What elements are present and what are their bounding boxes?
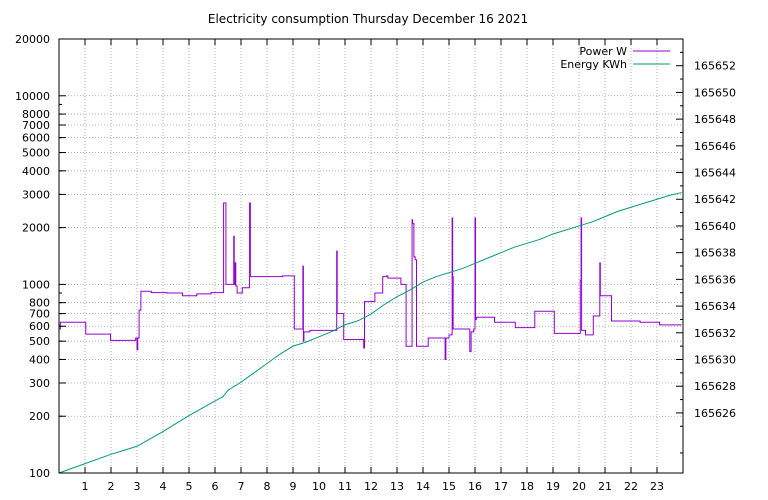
y-tick-label: 4000 — [22, 165, 50, 178]
y2-tick-label: 165640 — [694, 220, 736, 233]
grid-lines — [59, 38, 683, 474]
y2-tick-label: 165642 — [694, 193, 736, 206]
x-tick-label: 7 — [238, 480, 245, 493]
legend: Power W Energy KWh — [560, 45, 670, 71]
x-tick-label: 21 — [598, 480, 612, 493]
y-tick-label: 7000 — [22, 119, 50, 132]
y-tick-label: 3000 — [22, 188, 50, 201]
y-tick-label: 1000 — [22, 278, 50, 291]
x-tick-label: 4 — [160, 480, 167, 493]
y2-tick-label: 165644 — [694, 167, 736, 180]
x-tick-label: 1 — [82, 480, 89, 493]
x-tick-label: 6 — [212, 480, 219, 493]
y-tick-label: 20000 — [15, 33, 50, 46]
x-tick-label: 22 — [624, 480, 638, 493]
x-tick-label: 15 — [442, 480, 456, 493]
y-tick-label: 700 — [29, 308, 50, 321]
y2-tick-label: 165632 — [694, 327, 736, 340]
x-tick-label: 16 — [468, 480, 482, 493]
y2-tick-label: 165638 — [694, 247, 736, 260]
y-tick-label: 10000 — [15, 90, 50, 103]
x-tick-label: 20 — [572, 480, 586, 493]
y-tick-label: 5000 — [22, 147, 50, 160]
y2-tick-label: 165652 — [694, 60, 736, 73]
x-tick-label: 13 — [390, 480, 404, 493]
x-tick-label: 18 — [520, 480, 534, 493]
y-tick-label: 600 — [29, 320, 50, 333]
legend-label-energy: Energy KWh — [560, 58, 627, 71]
y-tick-label: 800 — [29, 297, 50, 310]
y-tick-label: 300 — [29, 377, 50, 390]
y-tick-label: 100 — [29, 467, 50, 480]
y2-tick-label: 165650 — [694, 86, 736, 99]
y2-tick-label: 165646 — [694, 140, 736, 153]
chart-title: Electricity consumption Thursday Decembe… — [208, 12, 528, 26]
x-tick-label: 17 — [494, 480, 508, 493]
y-tick-label: 500 — [29, 335, 50, 348]
x-tick-label: 14 — [416, 480, 430, 493]
x-tick-label: 12 — [364, 480, 378, 493]
y-tick-label: 200 — [29, 410, 50, 423]
x-tick-label: 9 — [290, 480, 297, 493]
y-tick-label: 6000 — [22, 132, 50, 145]
series-layer — [58, 192, 682, 474]
y2-tick-label: 165636 — [694, 273, 736, 286]
x-axis: 1 2 3 4 5 6 7 8 9 10 11 12 13 14 15 16 17 18 19 20 21 22 23 — [82, 39, 664, 493]
x-tick-label: 2 — [108, 480, 115, 493]
y-axis-right: 165626 165628 165630 165632 165634 165636 1656… — [676, 51, 736, 454]
x-tick-label: 11 — [338, 480, 352, 493]
y-tick-label: 2000 — [22, 222, 50, 235]
x-tick-label: 19 — [546, 480, 560, 493]
x-tick-label: 3 — [134, 480, 141, 493]
x-tick-label: 10 — [312, 480, 326, 493]
x-tick-label: 5 — [186, 480, 193, 493]
y2-tick-label: 165628 — [694, 380, 736, 393]
energy-series-line — [58, 192, 682, 474]
x-tick-label: 8 — [264, 480, 271, 493]
y-tick-label: 8000 — [22, 108, 50, 121]
legend-label-power: Power W — [579, 45, 627, 58]
y-tick-label: 400 — [29, 353, 50, 366]
power-series-line — [59, 202, 682, 360]
y2-tick-label: 165626 — [694, 407, 736, 420]
y2-tick-label: 165630 — [694, 353, 736, 366]
x-tick-label: 23 — [650, 480, 664, 493]
y2-tick-label: 165634 — [694, 300, 736, 313]
y2-tick-label: 165648 — [694, 113, 736, 126]
